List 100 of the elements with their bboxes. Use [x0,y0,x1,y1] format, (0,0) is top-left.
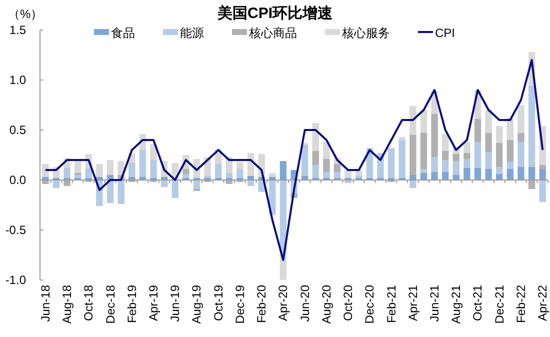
x-tick-label: Jun-18 [38,284,52,322]
bar [106,160,114,175]
bar [410,106,416,135]
bar [528,86,536,167]
y-tick-label: -1.0 [5,273,26,287]
chart-title: 美国CPI环比增速 [216,4,334,22]
bar [42,180,49,184]
x-tick-label: Jun-21 [428,284,442,322]
x-tick-label: Jun-19 [168,284,182,322]
bar [410,180,416,188]
bar [539,169,546,180]
bar [344,170,352,178]
bar [464,168,470,180]
x-tick-label: Apr-21 [406,284,420,322]
x-tick-label: Dec-18 [103,284,118,324]
x-tick-label: Aug-21 [449,284,464,324]
bar [518,142,524,167]
bar [118,180,124,204]
bar [193,180,200,189]
bar [506,169,514,180]
x-tick-label: Jun-20 [298,284,312,322]
bar [452,161,460,175]
bar [160,180,168,187]
x-tick-label: Feb-19 [124,284,139,324]
x-tick-label: Oct-18 [82,284,96,322]
bar [182,174,190,178]
bar [420,133,428,169]
bar [431,157,438,172]
x-tick-label: Feb-20 [254,284,269,324]
bar [506,118,514,140]
bar [96,164,103,177]
legend-label: 核心商品 [248,26,297,40]
bar [398,140,406,178]
x-tick-label: Feb-22 [514,284,528,324]
bar [452,154,460,161]
bar [312,165,319,178]
bar [85,168,92,178]
y-tick-label: 1.5 [9,23,26,37]
bar [442,151,449,160]
bar [42,164,49,177]
y-tick-label: -0.5 [5,223,26,237]
bar [464,142,470,153]
bar [506,162,514,169]
bar [226,173,232,178]
bar [518,105,524,133]
bar [214,164,222,178]
bar [334,164,341,172]
bar [431,114,438,157]
bar [506,140,514,162]
x-tick-label: Aug-19 [190,284,204,324]
bar [431,172,438,180]
bar [518,167,524,180]
legend-label: 能源 [180,26,204,40]
bar [139,150,146,177]
bar [485,133,492,152]
bar [474,168,482,180]
bar [539,180,546,202]
bar [442,172,449,180]
bar [464,159,470,168]
bar [280,161,287,180]
bar [323,159,330,172]
bar [64,168,70,178]
bar [496,126,503,143]
bar [128,163,136,177]
bar [442,134,449,151]
bar [539,165,546,169]
x-tick-label: Apr-22 [536,284,550,322]
bar [528,180,536,189]
bar [74,161,82,173]
bar [312,151,319,165]
y-axis-title: （%） [8,7,43,21]
y-tick-label: 0.5 [9,123,26,137]
bar [52,180,60,188]
x-tick-label: Apr-19 [146,284,160,322]
bar [420,110,428,133]
bar [182,169,190,174]
x-tick-label: Aug-20 [319,284,334,324]
bar [496,143,503,167]
bar [172,180,178,198]
legend-label: 核心服务 [341,26,390,40]
bar [485,152,492,169]
legend-label: CPI [435,26,456,40]
bar [150,160,157,178]
bar [474,142,482,168]
legend-label: 食品 [111,26,135,40]
x-tick-label: Apr-20 [276,284,290,322]
bar [398,137,406,140]
x-tick-label: Aug-18 [60,284,74,324]
bar [236,169,244,178]
x-tick-label: Oct-20 [341,284,356,322]
x-tick-label: Dec-19 [232,284,247,324]
bar [410,135,416,175]
bar [442,160,449,172]
bar [474,119,482,142]
bar [464,153,470,159]
bar [269,173,276,177]
bar [334,172,341,178]
bar [420,173,428,180]
bar [518,133,524,142]
bar [496,167,503,174]
